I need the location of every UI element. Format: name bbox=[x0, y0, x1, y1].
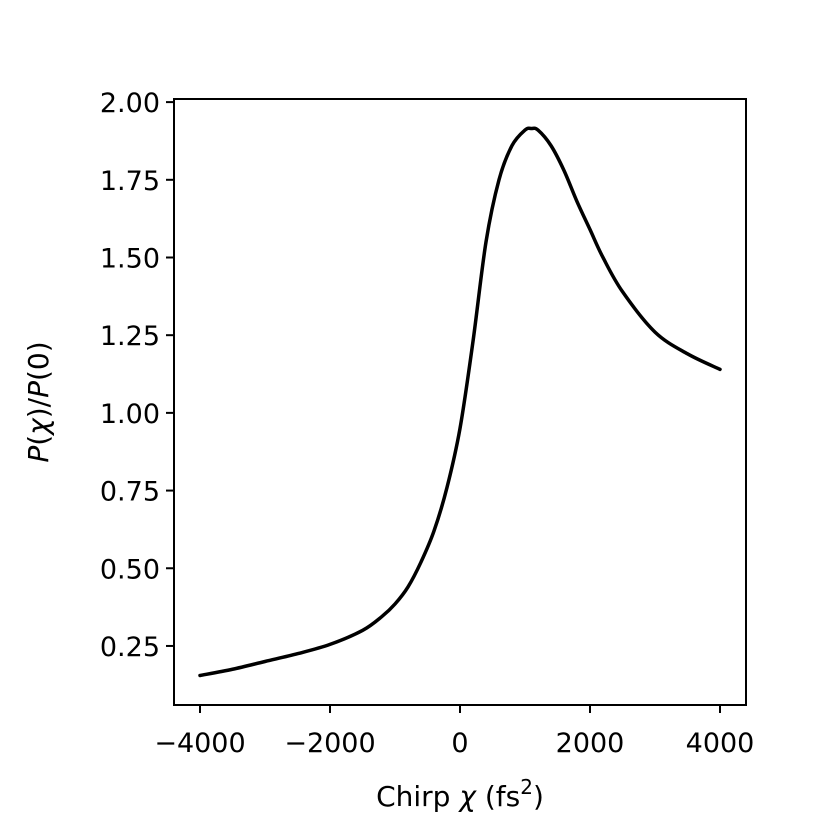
y-tick-label: 0.50 bbox=[100, 554, 160, 585]
x-axis-ticks: −4000 −2000 0 2000 4000 bbox=[154, 705, 754, 759]
x-tick-label: −4000 bbox=[154, 728, 245, 759]
y-tick-label: 1.25 bbox=[100, 321, 160, 352]
y-tick-label: 1.75 bbox=[100, 166, 160, 197]
x-tick-label: 2000 bbox=[556, 728, 625, 759]
series-line bbox=[198, 126, 722, 678]
x-tick-label: 4000 bbox=[686, 728, 755, 759]
y-tick-label: 1.50 bbox=[100, 243, 160, 274]
y-tick-label: 1.00 bbox=[100, 399, 160, 430]
y-axis-ticks: 0.25 0.50 0.75 1.00 1.25 1.50 1.75 2.00 bbox=[100, 88, 174, 663]
y-tick-label: 0.25 bbox=[100, 632, 160, 663]
y-tick-label: 2.00 bbox=[100, 88, 160, 119]
x-axis-label: Chirp χ (fs2) bbox=[376, 775, 544, 813]
x-tick-label: 0 bbox=[451, 728, 468, 759]
y-tick-label: 0.75 bbox=[100, 477, 160, 508]
plot-frame bbox=[173, 98, 747, 706]
y-axis-label: P(χ)/P(0) bbox=[22, 341, 55, 462]
x-tick-label: −2000 bbox=[284, 728, 375, 759]
